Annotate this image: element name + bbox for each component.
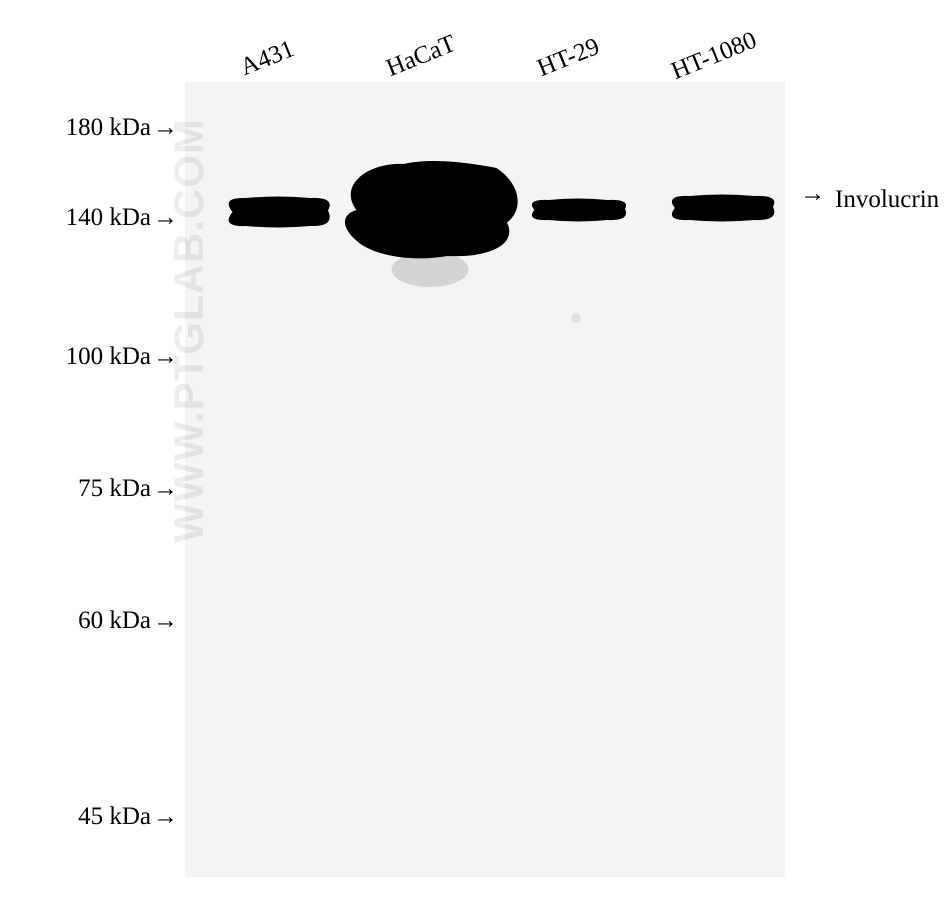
protein-band <box>532 199 626 222</box>
protein-band <box>229 197 330 228</box>
artifact-spot <box>571 313 581 323</box>
band-smear <box>392 252 469 287</box>
protein-band <box>345 161 518 258</box>
bands-layer <box>0 0 950 903</box>
protein-band <box>672 195 774 222</box>
